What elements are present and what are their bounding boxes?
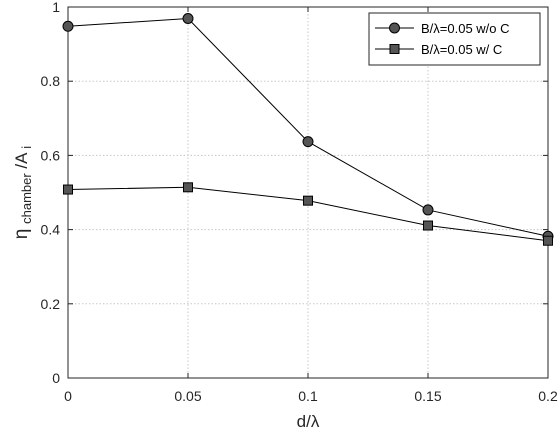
x-tick-label: 0.2	[538, 388, 558, 404]
axis-ticks: 0 0.05 0.1 0.15 0.2 0 0.2 0.4 0.6 0.8 1	[41, 0, 558, 404]
y-axis-title-divisor: /A	[12, 152, 31, 169]
y-tick-label: 0.4	[41, 222, 61, 238]
data-point-square	[63, 184, 73, 195]
legend-marker-square	[389, 44, 400, 54]
y-axis-title: η chamber /A i	[11, 146, 35, 239]
y-tick-label: 0.6	[41, 147, 61, 163]
legend-items: B/λ=0.05 w/o C B/λ=0.05 w/ C	[375, 21, 510, 57]
legend-box	[368, 12, 541, 66]
y-axis-title-eta: η	[11, 229, 32, 240]
legend-label: B/λ=0.05 w/ C	[421, 42, 502, 57]
x-tick-label: 0	[64, 388, 72, 404]
x-tick-label: 0.1	[298, 388, 318, 404]
y-tick-label: 0.8	[41, 73, 61, 89]
data-point-square	[543, 235, 553, 246]
legend: B/λ=0.05 w/o C B/λ=0.05 w/ C	[368, 12, 541, 66]
y-axis-title-subscript: chamber	[19, 173, 34, 224]
y-tick-label: 0.2	[41, 296, 61, 312]
y-tick-label: 1	[52, 0, 60, 15]
x-tick-label: 0.05	[174, 388, 201, 404]
data-point-circle	[422, 204, 434, 216]
y-tick-label: 0	[52, 370, 60, 386]
data-point-circle	[62, 20, 74, 32]
series-group	[62, 13, 554, 246]
series-1	[62, 13, 554, 242]
legend-label: B/λ=0.05 w/o C	[421, 21, 510, 36]
x-tick-label: 0.15	[414, 388, 441, 404]
data-point-square	[423, 220, 433, 231]
x-axis-title: d/λ	[297, 412, 320, 431]
y-axis-title-subscript-i: i	[19, 146, 34, 149]
legend-marker-circle	[389, 22, 400, 34]
data-point-circle	[302, 136, 314, 148]
data-point-square	[183, 182, 193, 193]
grid-lines	[68, 7, 548, 378]
data-point-circle	[182, 13, 194, 25]
series-2	[63, 182, 553, 246]
data-point-square	[303, 195, 313, 206]
